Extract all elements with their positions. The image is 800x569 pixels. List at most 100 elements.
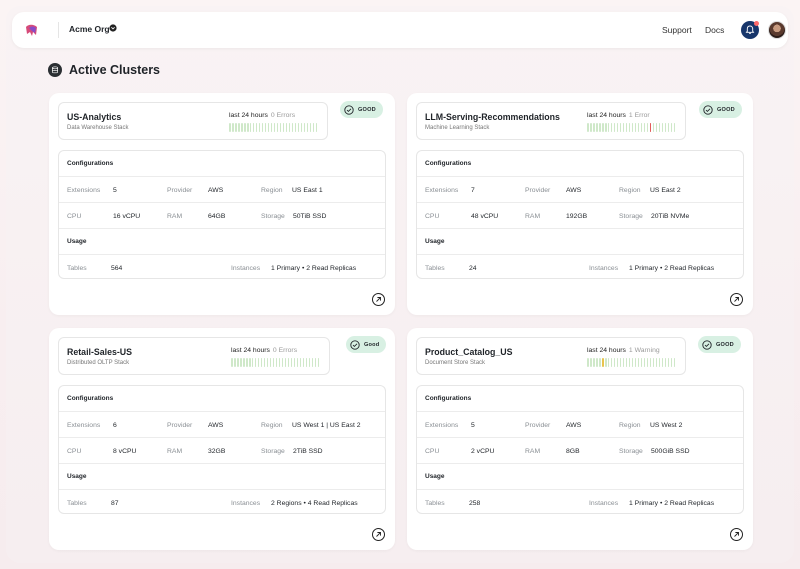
page-title-group: Active Clusters	[48, 63, 160, 77]
activity-tick	[237, 123, 240, 132]
activity-period: last 24 hours	[229, 112, 268, 119]
config-table: Configurations Extensions 5 Provider AWS…	[416, 385, 744, 514]
activity-tick	[589, 123, 592, 132]
open-cluster-button[interactable]	[372, 293, 385, 306]
activity-tick	[655, 358, 658, 367]
activity-ticks	[587, 123, 676, 132]
activity-tick	[625, 123, 628, 132]
activity-tick	[248, 358, 251, 367]
provider-label: Provider	[525, 187, 551, 194]
activity-tick	[670, 123, 673, 132]
activity-tick	[249, 123, 252, 132]
extensions-value: 5	[113, 187, 117, 194]
cluster-card[interactable]: Product_Catalog_US Document Store Stack …	[407, 328, 753, 550]
activity-tick	[625, 358, 628, 367]
top-bar: Acme Org Support Docs	[12, 12, 788, 48]
activity-tick	[267, 123, 270, 132]
activity-tick	[598, 358, 601, 367]
cpu-value: 2 vCPU	[471, 448, 495, 455]
cluster-name[interactable]: Product_Catalog_US	[425, 347, 513, 357]
activity-tick	[649, 123, 652, 132]
activity-tick	[287, 358, 290, 367]
activity-tick	[297, 123, 300, 132]
activity-tick	[634, 358, 637, 367]
status-badge: GOOD	[340, 101, 383, 118]
cluster-name[interactable]: Retail-Sales-US	[67, 347, 133, 357]
activity-tick	[306, 123, 309, 132]
extensions-label: Extensions	[67, 187, 101, 194]
instances-label: Instances	[589, 265, 619, 272]
activity-tick	[240, 123, 243, 132]
activity-events: 0 Errors	[270, 112, 296, 119]
provider-label: Provider	[525, 422, 551, 429]
cpu-label: CPU	[67, 213, 82, 220]
table-row: Tables 87 Instances 2 Regions • 4 Read R…	[59, 489, 385, 513]
activity-tick	[303, 123, 306, 132]
region-value: US West 1 | US East 2	[292, 422, 361, 429]
section-row: Configurations	[59, 386, 385, 412]
activity-tick	[239, 358, 242, 367]
cpu-label: CPU	[67, 448, 82, 455]
activity-tick	[282, 123, 285, 132]
notifications-button[interactable]	[741, 21, 759, 39]
cpu-value: 16 vCPU	[113, 213, 141, 220]
section-configurations: Configurations	[425, 160, 472, 167]
instances-label: Instances	[231, 500, 261, 507]
activity-tick	[231, 123, 234, 132]
chevron-down-icon[interactable]	[109, 24, 117, 32]
region-label: Region	[619, 422, 641, 429]
provider-value: AWS	[208, 422, 224, 429]
storage-label: Storage	[261, 213, 285, 220]
ram-value: 32GB	[208, 448, 226, 455]
arrow-up-right-icon	[376, 532, 381, 537]
tables-label: Tables	[425, 500, 445, 507]
activity-ticks	[229, 123, 318, 132]
activity-ticks	[231, 358, 320, 367]
activity-tick	[667, 123, 670, 132]
extensions-value: 5	[471, 422, 475, 429]
arrow-up-right-icon	[734, 297, 739, 302]
open-cluster-button[interactable]	[372, 528, 385, 541]
config-table: Configurations Extensions 6 Provider AWS…	[58, 385, 386, 514]
activity-tick	[587, 358, 589, 367]
tables-value: 87	[111, 500, 119, 507]
activity-tick	[601, 123, 604, 132]
open-cluster-button[interactable]	[730, 528, 743, 541]
docs-link[interactable]: Docs	[705, 25, 725, 35]
open-cluster-button[interactable]	[730, 293, 743, 306]
cluster-subtitle: Data Warehouse Stack	[67, 125, 129, 131]
activity-tick	[598, 123, 601, 132]
activity-tick	[291, 123, 294, 132]
activity-summary: last 24 hours 1 Error	[587, 112, 650, 119]
tables-label: Tables	[425, 265, 445, 272]
config-table: Configurations Extensions 5 Provider AWS…	[58, 150, 386, 279]
activity-tick	[299, 358, 302, 367]
activity-tick	[312, 123, 315, 132]
section-configurations: Configurations	[67, 160, 114, 167]
storage-value: 50TiB SSD	[293, 213, 327, 220]
support-link[interactable]: Support	[662, 25, 692, 35]
org-name[interactable]: Acme Org	[69, 24, 110, 34]
cluster-card[interactable]: US-Analytics Data Warehouse Stack last 2…	[49, 93, 395, 315]
database-icon	[48, 63, 62, 77]
activity-tick	[229, 123, 231, 132]
avatar[interactable]	[768, 21, 786, 39]
cluster-subtitle: Distributed OLTP Stack	[67, 360, 130, 366]
activity-tick	[616, 358, 619, 367]
activity-tick	[260, 358, 263, 367]
cluster-name[interactable]: US-Analytics	[67, 112, 122, 122]
table-row: Extensions 5 Provider AWS Region US East…	[59, 176, 385, 202]
provider-label: Provider	[167, 422, 193, 429]
activity-tick	[649, 358, 652, 367]
cluster-name[interactable]: LLM-Serving-Recommendations	[425, 112, 560, 122]
cluster-card[interactable]: LLM-Serving-Recommendations Machine Lear…	[407, 93, 753, 315]
activity-tick	[254, 358, 257, 367]
activity-tick	[592, 123, 595, 132]
page-title: Active Clusters	[69, 63, 161, 77]
cluster-card[interactable]: Retail-Sales-US Distributed OLTP Stack l…	[49, 328, 395, 550]
notification-dot	[754, 21, 759, 26]
activity-tick	[616, 123, 619, 132]
cluster-header: Retail-Sales-US Distributed OLTP Stack l…	[58, 337, 330, 375]
activity-tick	[305, 358, 308, 367]
activity-tick	[243, 123, 246, 132]
